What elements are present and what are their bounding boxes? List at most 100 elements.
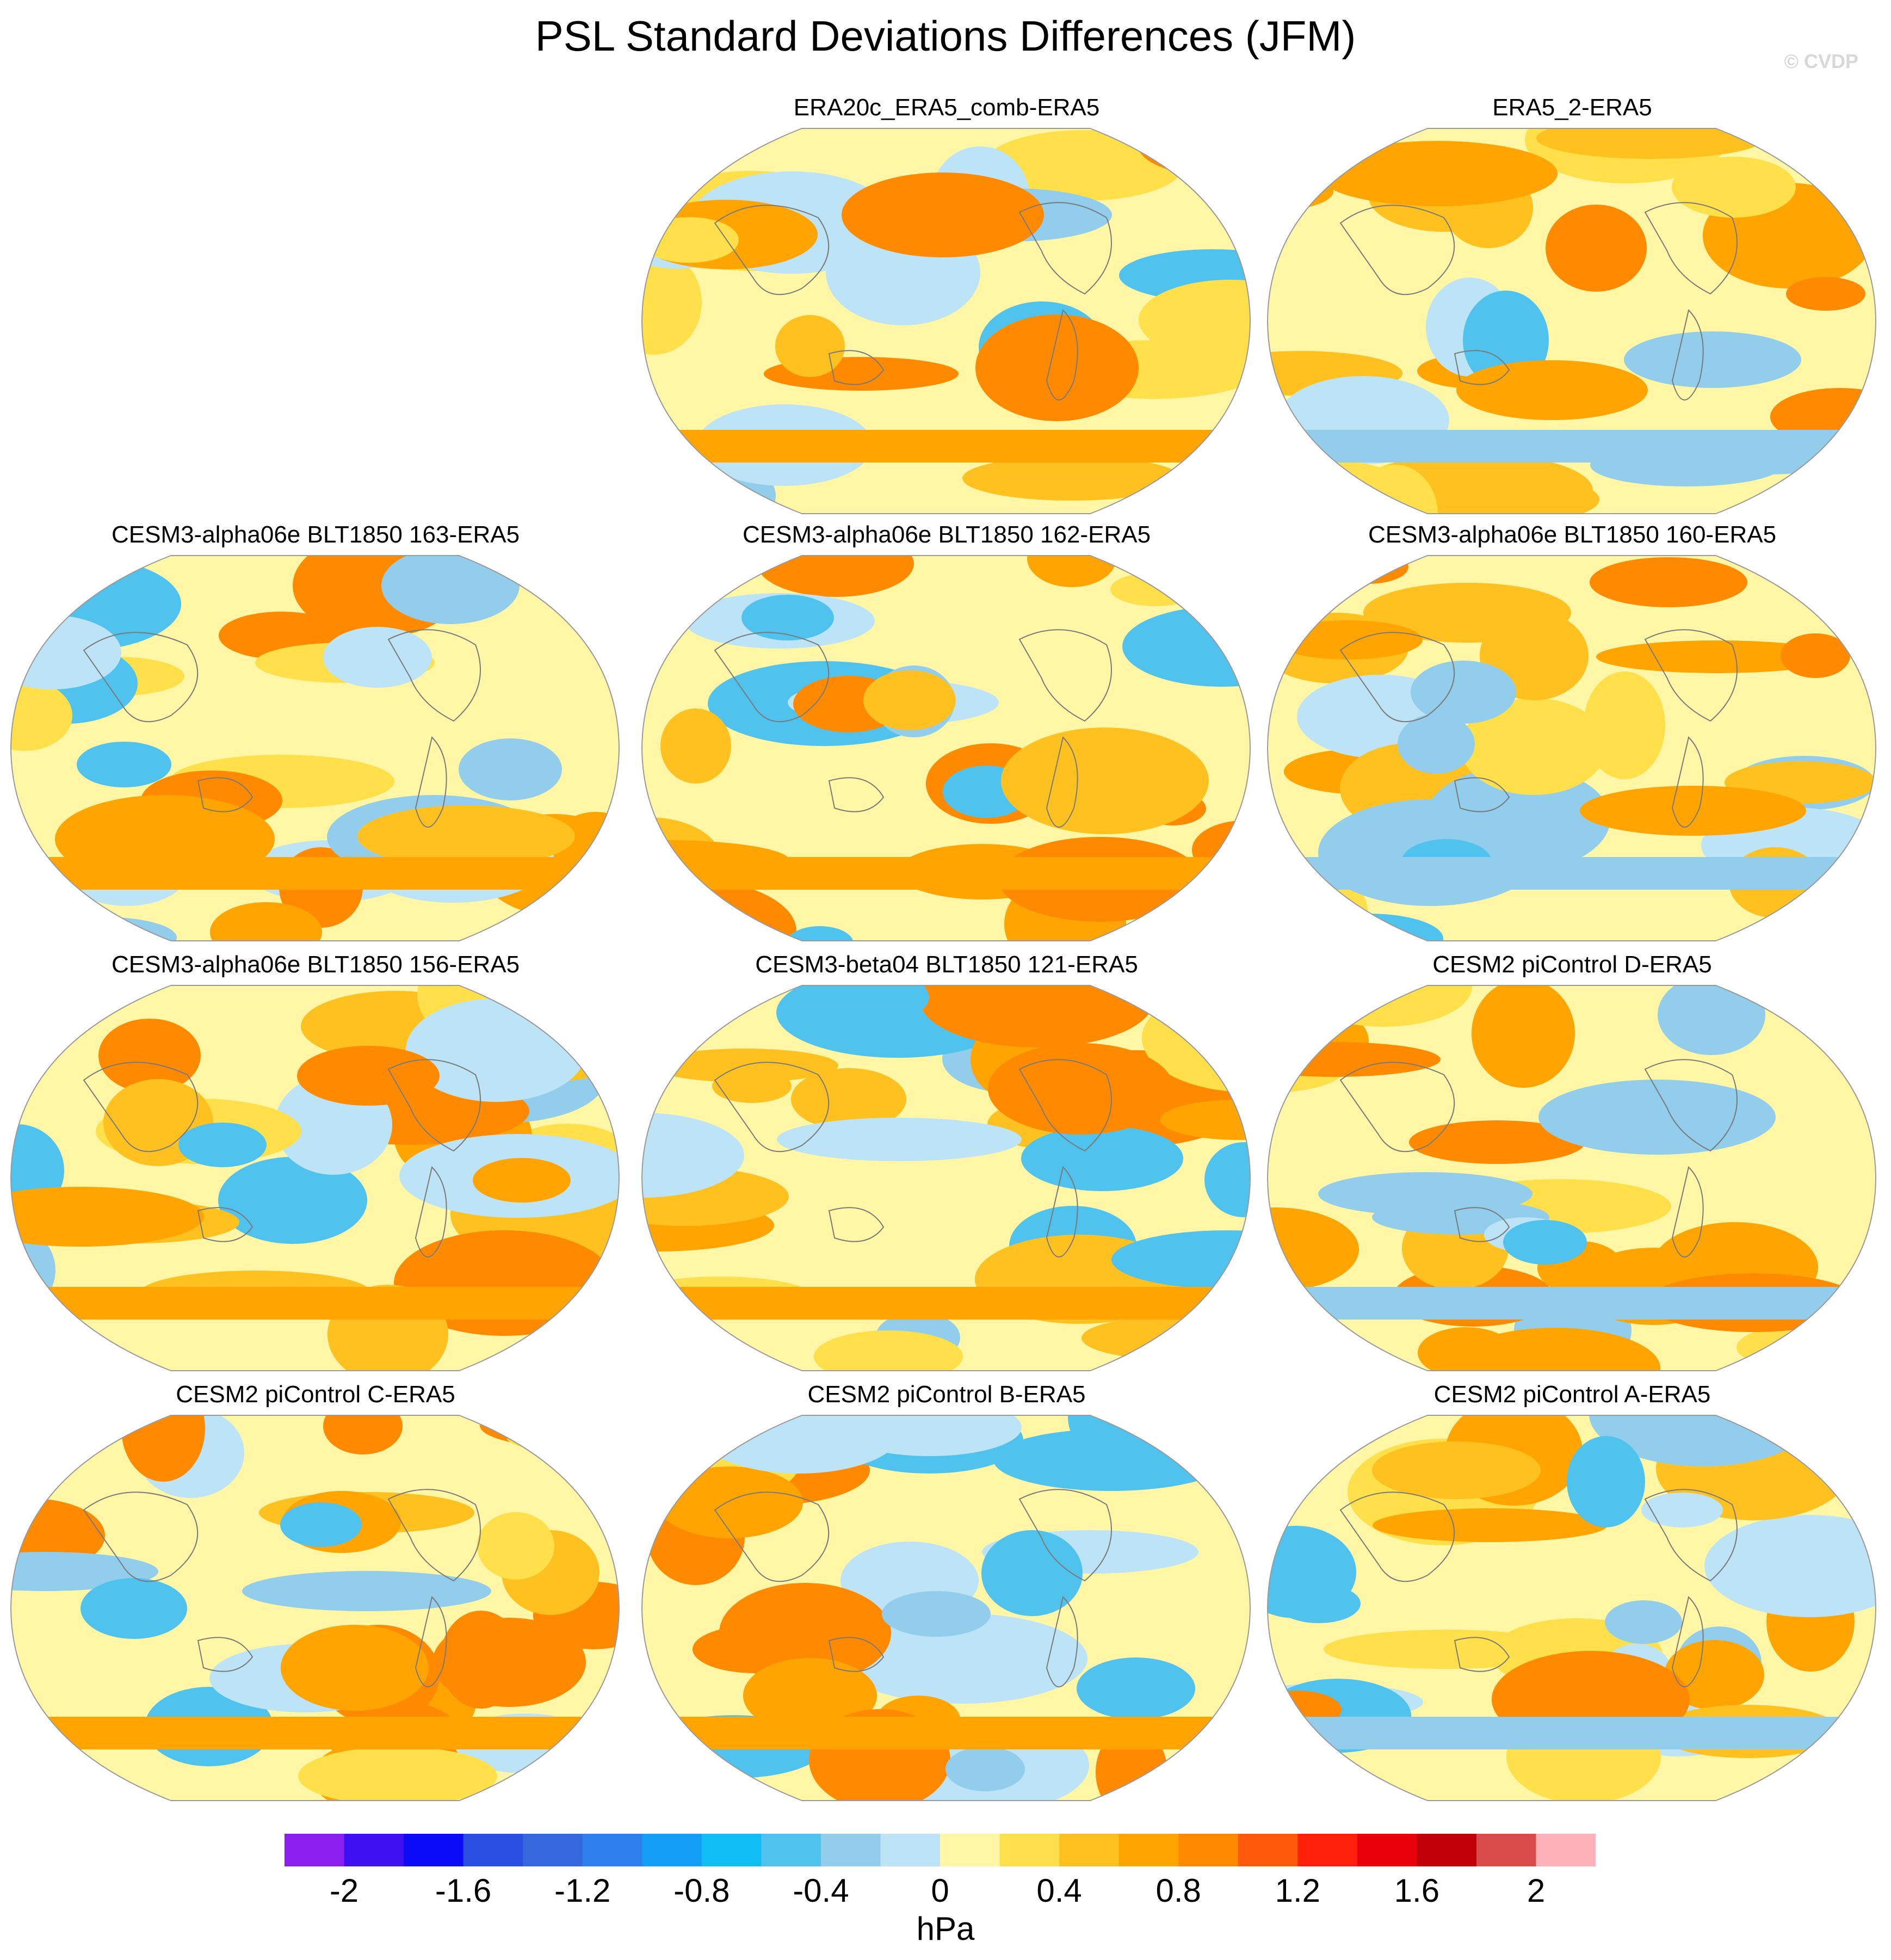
colorbar-box [701, 1834, 762, 1866]
coastline [714, 202, 1112, 400]
anomaly-region [1624, 331, 1801, 388]
anomaly-region [697, 1415, 901, 1474]
anomaly-region [178, 1123, 267, 1167]
map-svg [641, 128, 1251, 514]
anomaly-region [1299, 462, 1396, 508]
colorbar-tick-label: -0.4 [793, 1872, 849, 1909]
anomaly-region [1027, 556, 1116, 587]
panel-title: CESM3-alpha06e BLT1850 156-ERA5 [111, 951, 520, 978]
anomaly-region [1274, 620, 1423, 660]
map-svg [1266, 985, 1877, 1371]
colorbar-svg [285, 1834, 1596, 1866]
anomaly-region [642, 1167, 789, 1226]
anomaly-region [838, 1415, 1022, 1456]
colorbar-box [642, 1834, 702, 1866]
map-panel: CESM3-alpha06e BLT1850 162-ERA5 [636, 520, 1257, 950]
anomaly-region [1398, 714, 1475, 774]
coastline [1339, 1059, 1738, 1258]
map-outline [1266, 985, 1877, 1371]
map-svg [1266, 555, 1877, 941]
anomaly-region [981, 1530, 1083, 1616]
anomaly-region [1139, 280, 1250, 360]
anomaly-region [1119, 249, 1250, 301]
map-outline [641, 555, 1251, 941]
colorbar-box [404, 1834, 464, 1866]
colorbar-tick-label: -0.8 [673, 1872, 730, 1909]
anomaly-region [1596, 640, 1839, 673]
colorbar-box [761, 1834, 821, 1866]
anomaly-region [1077, 1657, 1195, 1719]
anomaly-region [323, 627, 432, 688]
anomaly-region [1538, 1080, 1776, 1155]
map-svg [641, 985, 1251, 1371]
anomaly-region [1418, 1327, 1515, 1371]
anomaly-region [1420, 476, 1599, 514]
anomaly-region [1111, 1230, 1250, 1289]
anomaly-region [1641, 1493, 1723, 1527]
anomaly-region [741, 595, 834, 640]
anomaly-region [743, 1658, 877, 1733]
anomaly-region [642, 1113, 744, 1198]
anomaly-region [775, 315, 845, 377]
colorbar-box [1297, 1834, 1358, 1866]
panel-title: CESM2 piControl D-ERA5 [1432, 951, 1712, 978]
anomaly-region [988, 1043, 1174, 1135]
anomaly-region [777, 1118, 1022, 1161]
anomaly-region [1797, 899, 1876, 941]
panel-title: ERA5_2-ERA5 [1492, 94, 1652, 121]
anomaly-region [1409, 1120, 1585, 1164]
colorbar-tick-label: -1.2 [554, 1872, 611, 1909]
anomaly-region [1460, 698, 1607, 795]
coastline [83, 1489, 481, 1687]
coastline [1339, 202, 1738, 400]
colorbar-box [1536, 1834, 1596, 1866]
colorbar-box [285, 1834, 345, 1866]
anomaly-region [357, 805, 575, 867]
map-svg [10, 555, 620, 941]
coastline [1339, 1489, 1738, 1687]
anomaly-region [1277, 1584, 1361, 1623]
anomaly-region [1204, 1142, 1250, 1217]
anomaly-region [1001, 728, 1209, 834]
map-outline [1266, 1415, 1877, 1801]
anomaly-region [1590, 557, 1747, 607]
anomaly-region [842, 172, 1044, 257]
colorbar-box [463, 1834, 523, 1866]
anomaly-region [281, 1625, 429, 1711]
panel-title: CESM2 piControl B-ERA5 [807, 1381, 1086, 1408]
map-panel: CESM2 piControl D-ERA5 [1262, 950, 1882, 1379]
anomaly-region [1672, 157, 1796, 218]
panel-title: ERA20c_ERA5_comb-ERA5 [793, 94, 1100, 121]
anomaly-region [1546, 205, 1647, 292]
anomaly-region [1704, 1515, 1876, 1617]
colorbar-tick-label: -1.6 [435, 1872, 492, 1909]
colorbar-box [1059, 1834, 1120, 1866]
colorbar-box [523, 1834, 583, 1866]
anomaly-region [657, 1466, 803, 1538]
map-panel: CESM3-alpha06e BLT1850 163-ERA5 [5, 520, 626, 950]
anomaly-region [1174, 465, 1250, 514]
anomaly-region [660, 708, 731, 784]
coastline [714, 1489, 1112, 1687]
anomaly-region [757, 556, 914, 597]
southern-ocean-band [642, 1287, 1250, 1320]
anomaly-region [459, 738, 562, 800]
anomaly-region [843, 985, 929, 1020]
anomaly-region [440, 1611, 522, 1709]
anomaly-region [719, 1583, 891, 1683]
southern-ocean-band [1268, 1717, 1876, 1749]
map-panel: ERA5_2-ERA5 [1262, 93, 1882, 522]
southern-ocean-band [642, 857, 1250, 890]
colorbar-units-label: hPa [916, 1910, 975, 1947]
coastline [714, 629, 1112, 828]
anomaly-region [1605, 1600, 1682, 1644]
anomaly-region [642, 217, 739, 263]
anomaly-region [993, 1429, 1228, 1491]
colorbar-tick-label: 1.6 [1394, 1872, 1440, 1909]
southern-ocean-band [11, 1287, 619, 1320]
anomaly-region [1664, 1640, 1764, 1710]
panel-title: CESM3-alpha06e BLT1850 160-ERA5 [1368, 521, 1777, 548]
map-outline [641, 985, 1251, 1371]
map-outline [10, 985, 620, 1371]
anomaly-region [11, 1552, 158, 1591]
